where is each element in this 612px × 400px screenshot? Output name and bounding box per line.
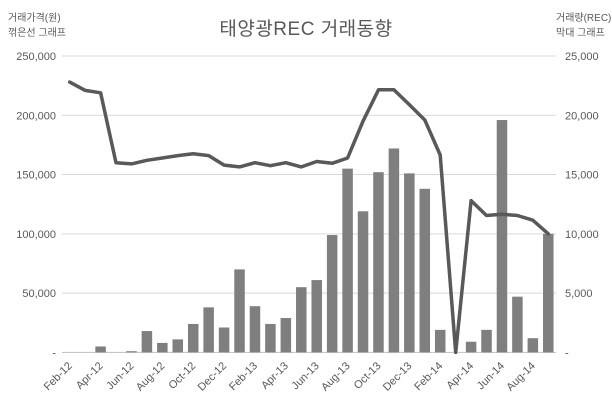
right-axis-tick-label: 10,000 [565,229,599,241]
volume-bar-Jul-12 [141,331,153,353]
left-axis-tick-label: 100,000 [16,229,56,241]
x-axis-tick-label: Apr-14 [444,360,476,392]
right-axis-tick-label: - [565,347,569,359]
right-axis-title: 거래량(REC) 막대 그래프 [556,11,611,41]
left-axis-title: 거래가격(원) 꺾은선 그래프 [8,11,66,41]
volume-bar-Mar-13 [265,323,276,353]
volume-bar-May-14 [481,329,492,353]
x-axis-tick-label: Apr-12 [74,360,106,392]
x-axis-tick-label: Feb-13 [227,360,260,393]
volume-bar-Dec-12 [218,327,230,353]
right-axis-tick-label: 5,000 [565,288,593,300]
x-axis-tick-label: Dec-13 [381,360,415,394]
volume-bar-Apr-13 [280,318,292,353]
volume-bar-Aug-12 [157,342,168,353]
left-axis-tick-label: 50,000 [22,288,56,300]
left-axis-tick-label: 250,000 [16,51,56,63]
right-axis-title-line2: 막대 그래프 [556,28,605,39]
volume-bar-Jun-13 [311,280,322,353]
chart-title: 태양광REC 거래동향 [219,19,393,40]
volume-bar-Jul-14 [512,296,523,353]
right-axis-tick-label: 25,000 [565,51,599,63]
right-axis-title-line1: 거래량(REC) [556,13,612,24]
x-axis-tick-label: Feb-12 [42,360,75,393]
x-axis-tick-label: Jun-14 [475,360,507,392]
x-axis-tick-label: Dec-12 [196,360,230,394]
left-axis-tick-label: 150,000 [16,170,56,182]
left-axis-title-line2: 꺾은선 그래프 [8,28,66,39]
volume-bar-Sep-13 [357,211,369,353]
right-axis-tick-label: 20,000 [565,110,599,122]
volume-bar-May-13 [296,287,307,353]
x-axis-tick-label: Oct-12 [167,360,199,392]
volume-bar-Sep-12 [172,339,184,353]
volume-bar-Jan-14 [419,188,431,353]
volume-bar-Nov-13 [388,148,400,353]
volume-bar-Aug-13 [342,168,353,353]
volume-bar-Nov-12 [203,307,214,353]
price-line [67,80,551,355]
x-axis-tick-label: Oct-13 [352,360,384,392]
volume-bar-Jun-12 [126,351,137,353]
volume-bar-Oct-12 [187,323,199,353]
left-axis-title-line1: 거래가격(원) [8,13,61,24]
right-axis-tick-label: 15,000 [565,170,599,182]
volume-bar-Feb-14 [434,329,446,353]
volume-bar-Feb-13 [249,306,261,353]
x-axis-tick-label: Aug-14 [504,360,538,394]
left-axis-tick-label: - [52,347,56,359]
volume-bar-Apr-14 [465,341,477,353]
volume-bar-Aug-14 [527,338,539,353]
x-axis-tick-label: Jun-13 [290,360,322,392]
volume-bar-Sep-14 [543,233,554,353]
x-axis-tick-label: Feb-14 [412,360,445,393]
volume-bar-Jan-13 [234,269,245,353]
x-axis-tick-label: Aug-12 [134,360,168,394]
x-axis-tick-label: Aug-13 [319,360,353,394]
volume-bar-Jul-13 [326,235,338,353]
x-axis-tick-label: Jun-12 [104,360,136,392]
x-axis-tick-label: Apr-13 [259,360,291,392]
volume-bar-Oct-13 [373,172,384,353]
left-axis-tick-label: 200,000 [16,110,56,122]
volume-bar-Dec-13 [404,173,415,353]
volume-bar-Jun-14 [496,120,508,353]
volume-bar-Apr-12 [95,346,106,353]
